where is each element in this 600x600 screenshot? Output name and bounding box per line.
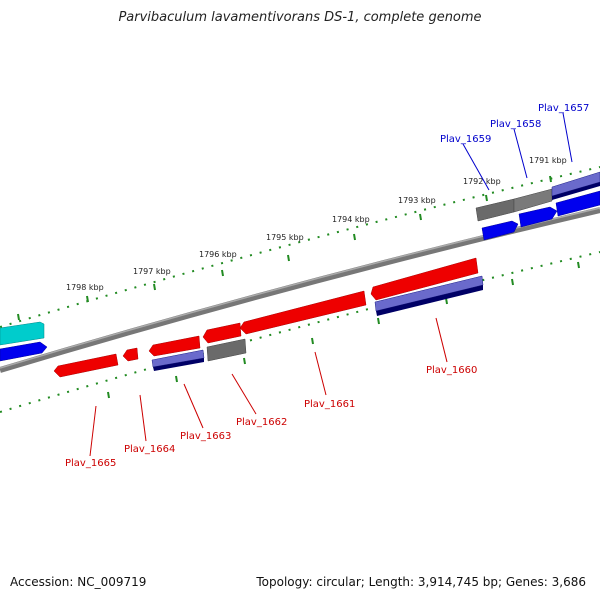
accession-label: Accession: NC_009719 — [10, 575, 147, 589]
feature-grey[interactable] — [513, 188, 553, 213]
gene-forward-left[interactable] — [0, 341, 48, 362]
feature-navy-band[interactable] — [551, 171, 600, 197]
feature-grey[interactable] — [475, 198, 515, 222]
gene-plav-1662[interactable] — [202, 322, 242, 344]
kbp-label: 1796 kbp — [199, 250, 237, 259]
genome-backbone — [0, 207, 600, 373]
inner-scale-track — [0, 251, 600, 413]
gene-plav-1659[interactable] — [481, 220, 519, 241]
feature-rna[interactable] — [0, 321, 45, 346]
gene-plav-1665[interactable] — [53, 353, 119, 378]
kbp-label: 1793 kbp — [398, 196, 436, 205]
feature-grey[interactable] — [206, 338, 247, 362]
kbp-label: 1791 kbp — [529, 156, 567, 165]
gene-plav-1661[interactable] — [239, 290, 367, 335]
outer-scale-track — [0, 166, 600, 328]
reverse-leader-lines — [89, 317, 448, 457]
gene-label[interactable]: Plav_1658 — [490, 119, 541, 130]
forward-leader-lines — [462, 112, 573, 191]
gene-plav-1658[interactable] — [518, 206, 558, 228]
genome-summary: Topology: circular; Length: 3,914,745 bp… — [256, 575, 586, 589]
gene-label[interactable]: Plav_1664 — [124, 444, 175, 455]
map-title: Parvibaculum lavamentivorans DS-1, compl… — [118, 10, 482, 25]
kbp-label: 1798 kbp — [66, 283, 104, 292]
gene-label[interactable]: Plav_1660 — [426, 365, 477, 376]
forward-strand-features — [0, 171, 600, 362]
kbp-label: 1792 kbp — [463, 177, 501, 186]
gene-label[interactable]: Plav_1659 — [440, 134, 491, 145]
gene-plav-1657[interactable] — [555, 190, 600, 217]
reverse-strand-features — [53, 257, 484, 378]
gene-label[interactable]: Plav_1662 — [236, 417, 287, 428]
gene-label[interactable]: Plav_1661 — [304, 399, 355, 410]
kbp-label: 1794 kbp — [332, 215, 370, 224]
gene-plav-1663[interactable] — [148, 335, 201, 357]
outer-major-ticks — [17, 175, 552, 321]
gene-label[interactable]: Plav_1663 — [180, 431, 231, 442]
gene-plav-1660[interactable] — [370, 257, 479, 301]
inner-major-ticks — [107, 261, 580, 399]
gene-label[interactable]: Plav_1657 — [538, 103, 589, 114]
kbp-label: 1797 kbp — [133, 267, 171, 276]
gene-label[interactable]: Plav_1665 — [65, 458, 116, 469]
gene-plav-1664[interactable] — [122, 347, 139, 362]
kbp-label: 1795 kbp — [266, 233, 304, 242]
